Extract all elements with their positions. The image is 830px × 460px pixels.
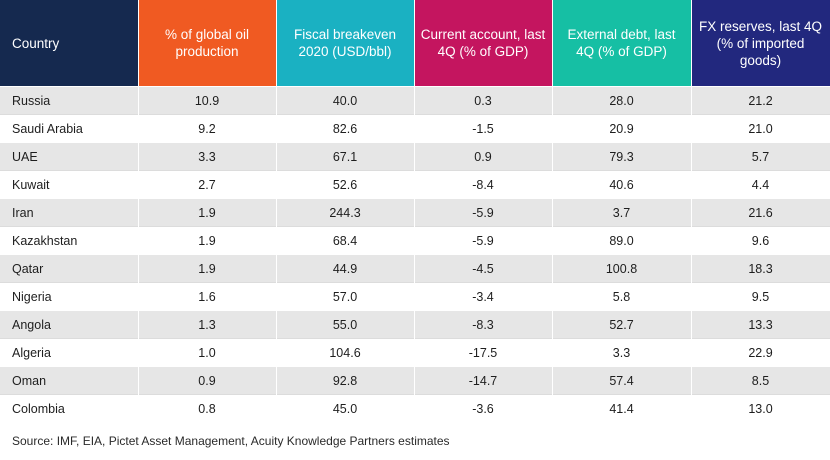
value-cell: -5.9 [414,198,553,227]
value-cell: 3.7 [552,198,692,227]
table-row: Nigeria 1.6 57.0 -3.4 5.8 9.5 [0,282,830,311]
value-cell: 0.9 [414,142,553,171]
value-cell: 21.2 [691,86,830,115]
value-cell: 28.0 [552,86,692,115]
country-cell: Angola [0,310,139,339]
table-row: Algeria 1.0 104.6 -17.5 3.3 22.9 [0,338,830,367]
value-cell: 57.4 [552,366,692,395]
value-cell: 13.3 [691,310,830,339]
table-row: Russia 10.9 40.0 0.3 28.0 21.2 [0,86,830,115]
column-header: FX reserves, last 4Q (% of imported good… [691,0,830,87]
value-cell: 1.9 [138,226,277,255]
value-cell: 41.4 [552,394,692,422]
value-cell: 100.8 [552,254,692,283]
country-cell: Kuwait [0,170,139,199]
table-row: Kuwait 2.7 52.6 -8.4 40.6 4.4 [0,170,830,199]
value-cell: 44.9 [276,254,415,283]
value-cell: 1.9 [138,198,277,227]
country-cell: Russia [0,86,139,115]
header-row: Country% of global oil production Fiscal … [0,0,830,87]
column-header: Current account, last 4Q (% of GDP) [414,0,553,87]
value-cell: 1.0 [138,338,277,367]
value-cell: 5.7 [691,142,830,171]
value-cell: 10.9 [138,86,277,115]
value-cell: 40.6 [552,170,692,199]
value-cell: 4.4 [691,170,830,199]
table-row: Colombia 0.8 45.0 -3.6 41.4 13.0 [0,394,830,422]
value-cell: -8.4 [414,170,553,199]
value-cell: 55.0 [276,310,415,339]
value-cell: 3.3 [552,338,692,367]
value-cell: -3.4 [414,282,553,311]
value-cell: 40.0 [276,86,415,115]
value-cell: 79.3 [552,142,692,171]
value-cell: 89.0 [552,226,692,255]
value-cell: 1.6 [138,282,277,311]
value-cell: 3.3 [138,142,277,171]
value-cell: 68.4 [276,226,415,255]
country-cell: Iran [0,198,139,227]
value-cell: 52.6 [276,170,415,199]
table-row: Saudi Arabia 9.2 82.6 -1.5 20.9 21.0 [0,114,830,143]
value-cell: -4.5 [414,254,553,283]
value-cell: 52.7 [552,310,692,339]
value-cell: 21.6 [691,198,830,227]
source-note: Source: IMF, EIA, Pictet Asset Managemen… [12,434,450,448]
value-cell: 1.9 [138,254,277,283]
country-cell: Kazakhstan [0,226,139,255]
table-row: Oman 0.9 92.8 -14.7 57.4 8.5 [0,366,830,395]
value-cell: 104.6 [276,338,415,367]
value-cell: 22.9 [691,338,830,367]
table-row: Kazakhstan 1.9 68.4 -5.9 89.0 9.6 [0,226,830,255]
column-header: % of global oil production [138,0,277,87]
value-cell: 92.8 [276,366,415,395]
column-header: Country [0,0,139,87]
value-cell: 57.0 [276,282,415,311]
value-cell: 0.9 [138,366,277,395]
value-cell: 82.6 [276,114,415,143]
table-body: Russia 10.9 40.0 0.3 28.0 21.2 Saudi Arabia 9.2… [0,86,830,422]
value-cell: -14.7 [414,366,553,395]
value-cell: 9.6 [691,226,830,255]
column-header: External debt, last 4Q (% of GDP) [552,0,692,87]
value-cell: 67.1 [276,142,415,171]
value-cell: 21.0 [691,114,830,143]
value-cell: 0.3 [414,86,553,115]
value-cell: -17.5 [414,338,553,367]
value-cell: -5.9 [414,226,553,255]
value-cell: 1.3 [138,310,277,339]
value-cell: 9.2 [138,114,277,143]
country-cell: Algeria [0,338,139,367]
table-row: Qatar 1.9 44.9 -4.5 100.8 18.3 [0,254,830,283]
value-cell: 2.7 [138,170,277,199]
table-row: UAE 3.3 67.1 0.9 79.3 5.7 [0,142,830,171]
value-cell: -3.6 [414,394,553,422]
table-row: Angola 1.3 55.0 -8.3 52.7 13.3 [0,310,830,339]
country-cell: UAE [0,142,139,171]
oil-producers-table: Country% of global oil production Fiscal … [0,0,830,422]
column-header: Fiscal breakeven 2020 (USD/bbl) [276,0,415,87]
value-cell: 13.0 [691,394,830,422]
country-cell: Oman [0,366,139,395]
country-cell: Saudi Arabia [0,114,139,143]
value-cell: 5.8 [552,282,692,311]
country-cell: Qatar [0,254,139,283]
value-cell: 20.9 [552,114,692,143]
value-cell: 45.0 [276,394,415,422]
value-cell: -1.5 [414,114,553,143]
value-cell: -8.3 [414,310,553,339]
country-cell: Nigeria [0,282,139,311]
value-cell: 18.3 [691,254,830,283]
value-cell: 0.8 [138,394,277,422]
value-cell: 244.3 [276,198,415,227]
country-cell: Colombia [0,394,139,422]
value-cell: 8.5 [691,366,830,395]
table-row: Iran 1.9 244.3 -5.9 3.7 21.6 [0,198,830,227]
value-cell: 9.5 [691,282,830,311]
